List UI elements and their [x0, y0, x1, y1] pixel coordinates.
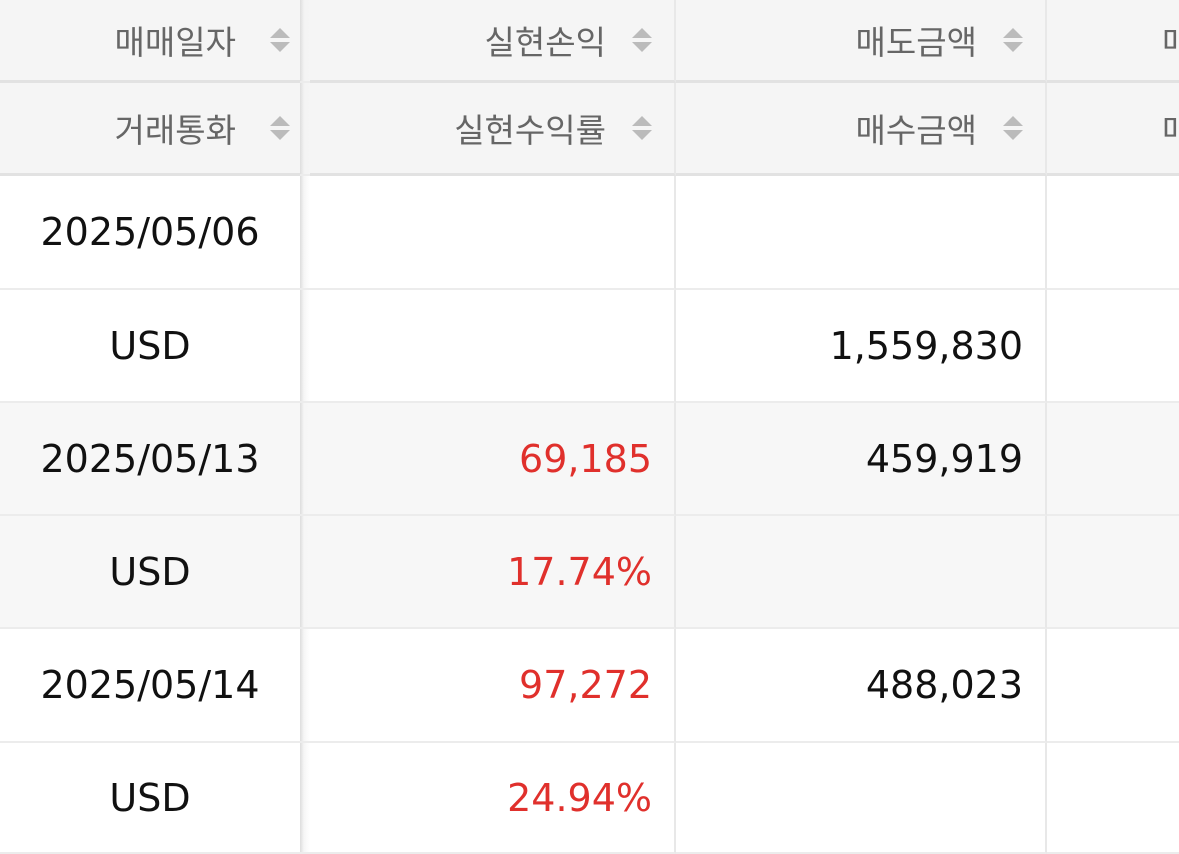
cell-realized-pl: 97,272: [310, 629, 676, 743]
col-header-4b[interactable]: 매: [1047, 83, 1179, 176]
frozen-column-shadow: [300, 743, 310, 854]
cell-buy-amount: [676, 743, 1047, 854]
cell-trade-date: 2025/05/14: [0, 629, 300, 743]
sort-icon[interactable]: [1003, 28, 1023, 52]
frozen-column-shadow: [300, 83, 310, 176]
header-row-1: 매매일자 실현손익 매도금액 매: [0, 0, 1179, 83]
table-row[interactable]: 2025/05/06: [0, 176, 1179, 290]
col-header-currency[interactable]: 거래통화: [0, 83, 300, 176]
cell-col4: [1047, 403, 1179, 516]
col-header-trade-date[interactable]: 매매일자: [0, 0, 300, 83]
sort-icon[interactable]: [270, 116, 290, 140]
frozen-column-shadow: [300, 516, 310, 629]
frozen-column-shadow: [300, 403, 310, 516]
sort-icon[interactable]: [632, 116, 652, 140]
cell-sell-amount: 459,919: [676, 403, 1047, 516]
col-header-realized-pl[interactable]: 실현손익: [310, 0, 676, 83]
cell-realized-return: 24.94%: [310, 743, 676, 854]
sort-icon[interactable]: [270, 28, 290, 52]
cell-trade-date: 2025/05/06: [0, 176, 300, 290]
frozen-column-shadow: [300, 176, 310, 290]
cell-trade-date: 2025/05/13: [0, 403, 300, 516]
header-row-2: 거래통화 실현수익률 매수금액 매: [0, 83, 1179, 176]
cell-buy-amount: [676, 516, 1047, 629]
cell-col4: [1047, 176, 1179, 290]
cell-currency: USD: [0, 743, 300, 854]
cell-col4: [1047, 516, 1179, 629]
cell-col4: [1047, 743, 1179, 854]
frozen-column-shadow: [300, 290, 310, 403]
table-row[interactable]: 2025/05/14 97,272 488,023: [0, 629, 1179, 743]
cell-col4: [1047, 290, 1179, 403]
sort-icon[interactable]: [1003, 116, 1023, 140]
col-header-buy-amount[interactable]: 매수금액: [676, 83, 1047, 176]
table-row[interactable]: USD 17.74%: [0, 516, 1179, 629]
frozen-column-shadow: [300, 0, 310, 83]
frozen-column-shadow: [300, 629, 310, 743]
cell-realized-pl: [310, 176, 676, 290]
col-header-4[interactable]: 매: [1047, 0, 1179, 83]
table-row[interactable]: USD 24.94%: [0, 743, 1179, 854]
table-row[interactable]: 2025/05/13 69,185 459,919: [0, 403, 1179, 516]
table-row[interactable]: USD 1,559,830: [0, 290, 1179, 403]
col-header-realized-return[interactable]: 실현수익률: [310, 83, 676, 176]
cell-currency: USD: [0, 290, 300, 403]
cell-buy-amount: 1,559,830: [676, 290, 1047, 403]
col-header-sell-amount[interactable]: 매도금액: [676, 0, 1047, 83]
cell-col4: [1047, 629, 1179, 743]
cell-realized-pl: 69,185: [310, 403, 676, 516]
cell-realized-return: [310, 290, 676, 403]
cell-realized-return: 17.74%: [310, 516, 676, 629]
cell-sell-amount: [676, 176, 1047, 290]
cell-currency: USD: [0, 516, 300, 629]
cell-sell-amount: 488,023: [676, 629, 1047, 743]
sort-icon[interactable]: [632, 28, 652, 52]
